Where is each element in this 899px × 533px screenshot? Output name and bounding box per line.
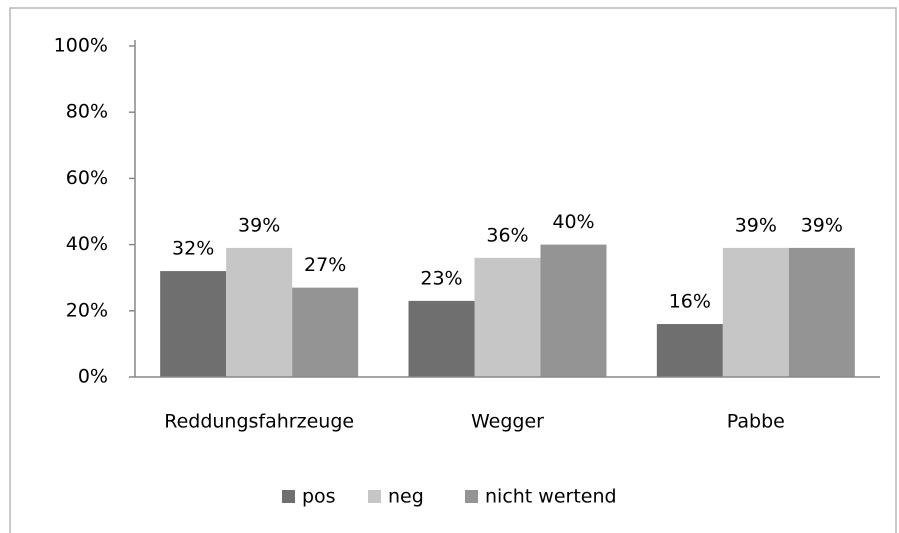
x-tick-label: Wegger [471, 411, 544, 433]
value-label: 27% [304, 254, 346, 276]
bar [408, 300, 475, 377]
legend-label: pos [302, 486, 336, 508]
y-tick-label: 20% [66, 299, 108, 321]
value-label: 39% [238, 214, 280, 236]
x-tick-label: Pabbe [727, 411, 785, 433]
bar [226, 247, 293, 377]
value-label: 39% [735, 214, 777, 236]
bar [788, 247, 855, 377]
legend-label: nicht wertend [485, 486, 617, 508]
bar [474, 257, 541, 377]
legend-swatch [465, 490, 478, 503]
y-tick-label: 60% [66, 167, 108, 189]
y-tick-label: 80% [66, 101, 108, 123]
bar [292, 287, 359, 377]
y-tick-label: 100% [54, 35, 108, 57]
legend-label: neg [388, 486, 424, 508]
legend-swatch [368, 490, 381, 503]
bar [160, 271, 227, 377]
bar [722, 247, 789, 377]
value-label: 36% [486, 224, 528, 246]
bar [656, 324, 723, 377]
value-label: 23% [420, 267, 462, 289]
y-tick-label: 40% [66, 233, 108, 255]
value-label: 32% [172, 238, 214, 260]
value-label: 40% [552, 211, 594, 233]
x-tick-label: Reddungsfahrzeuge [164, 411, 354, 433]
y-tick-label: 0% [78, 366, 108, 388]
bar [540, 244, 607, 377]
value-label: 16% [669, 291, 711, 313]
value-label: 39% [801, 214, 843, 236]
legend-swatch [282, 490, 295, 503]
